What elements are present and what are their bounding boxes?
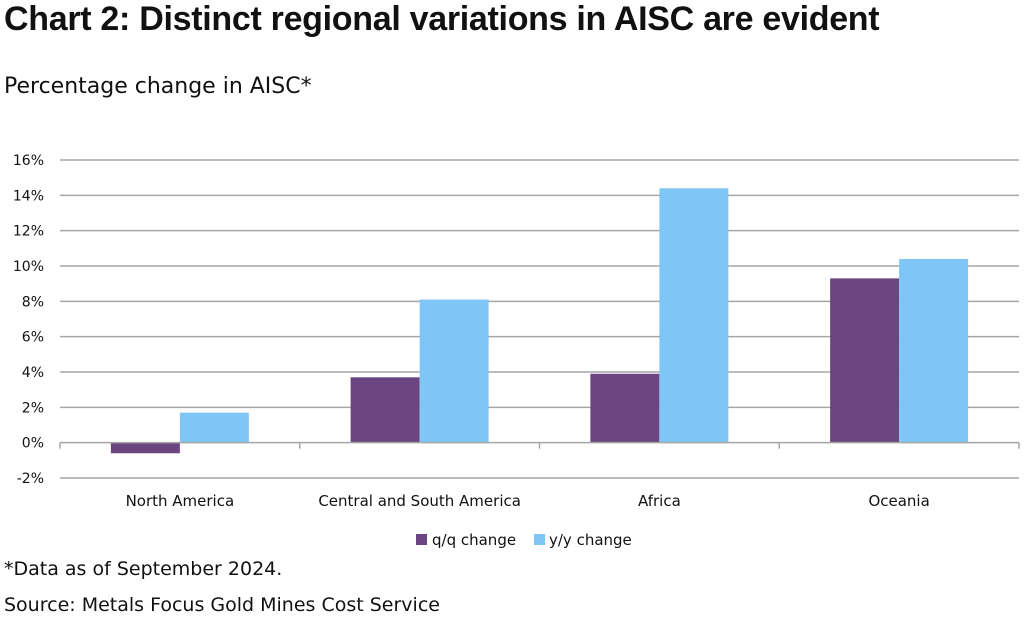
y-tick-label: 2% xyxy=(22,400,44,416)
footnote: *Data as of September 2024. xyxy=(4,558,283,580)
y-tick-label: 0% xyxy=(22,436,44,452)
bar-yy-central-and-south-america xyxy=(419,299,489,443)
bar-qq-oceania xyxy=(830,278,900,443)
bar-qq-north-america xyxy=(110,442,180,454)
legend: q/q change y/y change xyxy=(416,531,632,549)
chart-title: Chart 2: Distinct regional variations in… xyxy=(4,0,880,38)
y-tick-label: -2% xyxy=(17,471,44,487)
bar-qq-africa xyxy=(590,373,660,443)
legend-label: q/q change xyxy=(432,531,516,549)
category-label: North America xyxy=(126,492,235,510)
y-tick-label: 12% xyxy=(13,224,44,240)
legend-label: y/y change xyxy=(549,531,632,549)
y-tick-label: 8% xyxy=(22,294,44,310)
y-tick-label: 14% xyxy=(13,188,44,204)
bar-yy-africa xyxy=(659,188,729,443)
bars xyxy=(110,188,969,454)
chart-subtitle: Percentage change in AISC* xyxy=(4,74,312,99)
category-label: Oceania xyxy=(868,492,929,510)
y-tick-label: 4% xyxy=(22,365,44,381)
source-note: Source: Metals Focus Gold Mines Cost Ser… xyxy=(4,594,440,616)
y-tick-label: 6% xyxy=(22,330,44,346)
y-tick-label: 16% xyxy=(13,153,44,169)
y-tick-label: 10% xyxy=(13,259,44,275)
legend-swatch xyxy=(534,534,545,545)
bar-qq-central-and-south-america xyxy=(350,377,420,443)
category-label: Central and South America xyxy=(318,492,521,510)
legend-swatch xyxy=(416,534,427,545)
bar-yy-north-america xyxy=(179,412,249,443)
category-label: Africa xyxy=(638,492,681,510)
category-labels: North America Central and South America Af… xyxy=(126,492,930,510)
y-axis-ticks: -2% 0% 2% 4% 6% 8% 10% 12% 14% 16% xyxy=(13,153,44,487)
bar-yy-oceania xyxy=(899,258,969,443)
x-axis xyxy=(59,441,1020,449)
